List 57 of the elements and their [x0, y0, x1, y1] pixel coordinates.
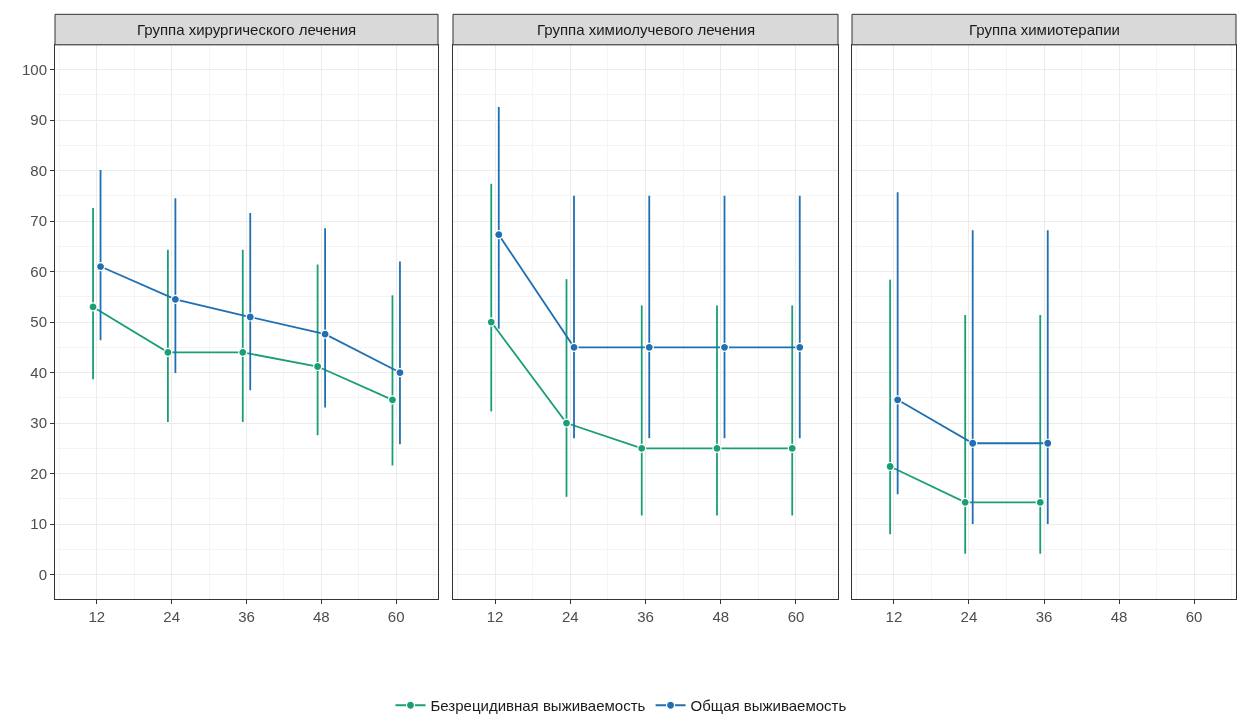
point	[960, 497, 970, 507]
y-tick-label: 100	[21, 60, 47, 78]
x-tick-label: 24	[163, 608, 180, 626]
x-tick-label: 60	[1185, 608, 1203, 626]
legend-label: Безрецидивная выживаемость	[430, 697, 646, 715]
y-tick-label: 40	[30, 363, 47, 381]
x-tick-label: 12	[885, 608, 903, 626]
x-tick-label: 24	[561, 608, 579, 626]
x-tick-label: 60	[387, 608, 405, 626]
chart-title: Группа хирургического лечения	[137, 21, 357, 38]
point	[569, 342, 579, 352]
x-tick-label: 48	[712, 608, 730, 626]
point	[795, 342, 805, 352]
point	[1043, 438, 1053, 448]
point	[387, 395, 398, 405]
y-tick-label: 80	[30, 161, 47, 179]
x-tick-label: 12	[486, 608, 504, 626]
point	[637, 443, 647, 453]
point	[170, 294, 180, 304]
x-tick-label: 48	[313, 608, 330, 626]
x-tick-label: 12	[88, 608, 106, 626]
point	[712, 443, 722, 453]
y-tick-label: 60	[30, 262, 47, 280]
y-tick-label: 50	[30, 313, 47, 331]
y-tick-label: 20	[30, 464, 47, 482]
point	[95, 261, 106, 272]
x-tick-label: 48	[1110, 608, 1128, 626]
point	[644, 342, 654, 352]
x-tick-label: 24	[960, 608, 978, 626]
x-tick-label: 36	[1035, 608, 1053, 626]
point	[395, 367, 405, 378]
point	[885, 461, 895, 472]
y-tick-label: 90	[30, 111, 47, 129]
point	[238, 347, 248, 357]
chart-title: Группа химиотерапии	[969, 21, 1120, 38]
x-tick-label: 60	[787, 608, 805, 626]
y-tick-label: 30	[30, 414, 47, 432]
chart-title: Группа химиолучевого лечения	[537, 21, 756, 38]
point	[486, 317, 496, 327]
point	[88, 302, 98, 312]
point	[1035, 497, 1045, 507]
point	[245, 312, 255, 322]
legend-label: Общая выживаемость	[690, 697, 847, 715]
point	[313, 361, 323, 372]
point	[893, 395, 903, 405]
point	[163, 347, 173, 357]
point	[968, 438, 978, 448]
point	[320, 329, 330, 339]
point	[494, 230, 504, 240]
point	[787, 443, 797, 453]
x-tick-label: 36	[238, 608, 255, 626]
point	[719, 342, 730, 352]
y-tick-label: 0	[38, 565, 47, 583]
point	[561, 418, 572, 428]
x-tick-label: 36	[637, 608, 654, 626]
y-tick-label: 70	[30, 212, 47, 230]
y-tick-label: 10	[30, 515, 47, 533]
